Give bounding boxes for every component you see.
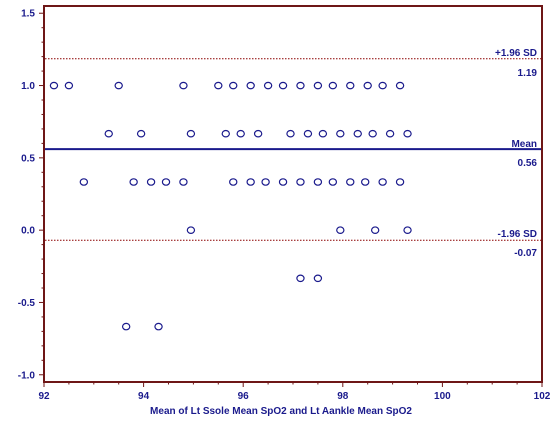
y-tick-label: -1.0: [18, 370, 36, 381]
data-point: [186, 226, 196, 234]
data-point: [104, 129, 113, 138]
data-point: [214, 81, 223, 90]
data-point: [49, 81, 59, 90]
data-point: [370, 226, 380, 234]
data-point: [346, 81, 355, 90]
x-tick-label: 94: [138, 391, 150, 402]
data-point: [121, 322, 131, 331]
data-point: [346, 178, 355, 186]
x-tick-label: 100: [434, 391, 451, 402]
data-point: [246, 178, 255, 186]
data-point: [363, 81, 372, 90]
data-point: [154, 322, 163, 331]
data-point: [136, 129, 146, 138]
data-point: [296, 81, 305, 90]
upper-limit-label: +1.96 SD: [495, 48, 537, 59]
data-point: [336, 226, 345, 234]
data-point: [114, 81, 123, 90]
data-point: [278, 178, 288, 186]
data-point: [261, 178, 270, 186]
data-points: [49, 81, 412, 331]
y-tick-label: 0.0: [21, 226, 35, 237]
lower-limit-label: -1.96 SD: [498, 229, 537, 240]
data-point: [368, 129, 377, 138]
data-point: [336, 129, 345, 138]
data-point: [318, 129, 328, 138]
data-point: [328, 81, 338, 90]
data-point: [179, 178, 188, 186]
data-point: [378, 81, 387, 90]
data-point: [403, 129, 412, 138]
data-point: [303, 129, 313, 138]
x-tick-label: 92: [38, 391, 50, 402]
data-point: [328, 178, 338, 186]
data-point: [361, 178, 370, 186]
lower-limit-value: -0.07: [514, 248, 537, 259]
data-point: [161, 178, 171, 186]
data-point: [353, 129, 362, 138]
data-point: [286, 129, 295, 138]
data-point: [403, 226, 412, 234]
x-tick-label: 98: [337, 391, 349, 402]
y-tick-label: 1.5: [21, 9, 35, 20]
data-point: [253, 129, 263, 138]
reference-lines: [45, 58, 541, 241]
data-point: [246, 81, 255, 90]
data-point: [395, 81, 405, 90]
data-point: [179, 81, 188, 90]
y-tick-label: 1.0: [21, 81, 35, 92]
data-point: [229, 81, 238, 90]
data-point: [278, 81, 288, 90]
data-point: [236, 129, 245, 138]
data-point: [64, 81, 74, 90]
x-tick-label: 102: [534, 391, 550, 402]
data-point: [296, 274, 305, 283]
mean-value: 0.56: [518, 158, 538, 169]
data-point: [313, 274, 323, 283]
y-axis: 1.5 1.0 0.5 0.0 -0.5 -1.0: [18, 9, 44, 381]
data-point: [186, 129, 196, 138]
data-point: [146, 178, 156, 186]
data-point: [129, 178, 138, 186]
x-axis: 92 94 96 98 100 102: [38, 382, 550, 402]
x-axis-title: Mean of Lt Ssole Mean SpO2 and Lt Aankle…: [150, 406, 412, 417]
data-point: [385, 129, 395, 138]
x-tick-label: 96: [238, 391, 250, 402]
data-point: [296, 178, 305, 186]
data-point: [229, 178, 238, 186]
y-tick-label: 0.5: [21, 153, 35, 164]
data-point: [221, 129, 230, 138]
data-point: [79, 178, 89, 186]
y-tick-label: -0.5: [18, 298, 36, 309]
data-point: [263, 81, 273, 90]
data-point: [313, 81, 323, 90]
data-point: [395, 178, 405, 186]
data-point: [378, 178, 387, 186]
mean-label: Mean: [511, 139, 537, 150]
upper-limit-value: 1.19: [518, 68, 538, 79]
data-point: [313, 178, 323, 186]
